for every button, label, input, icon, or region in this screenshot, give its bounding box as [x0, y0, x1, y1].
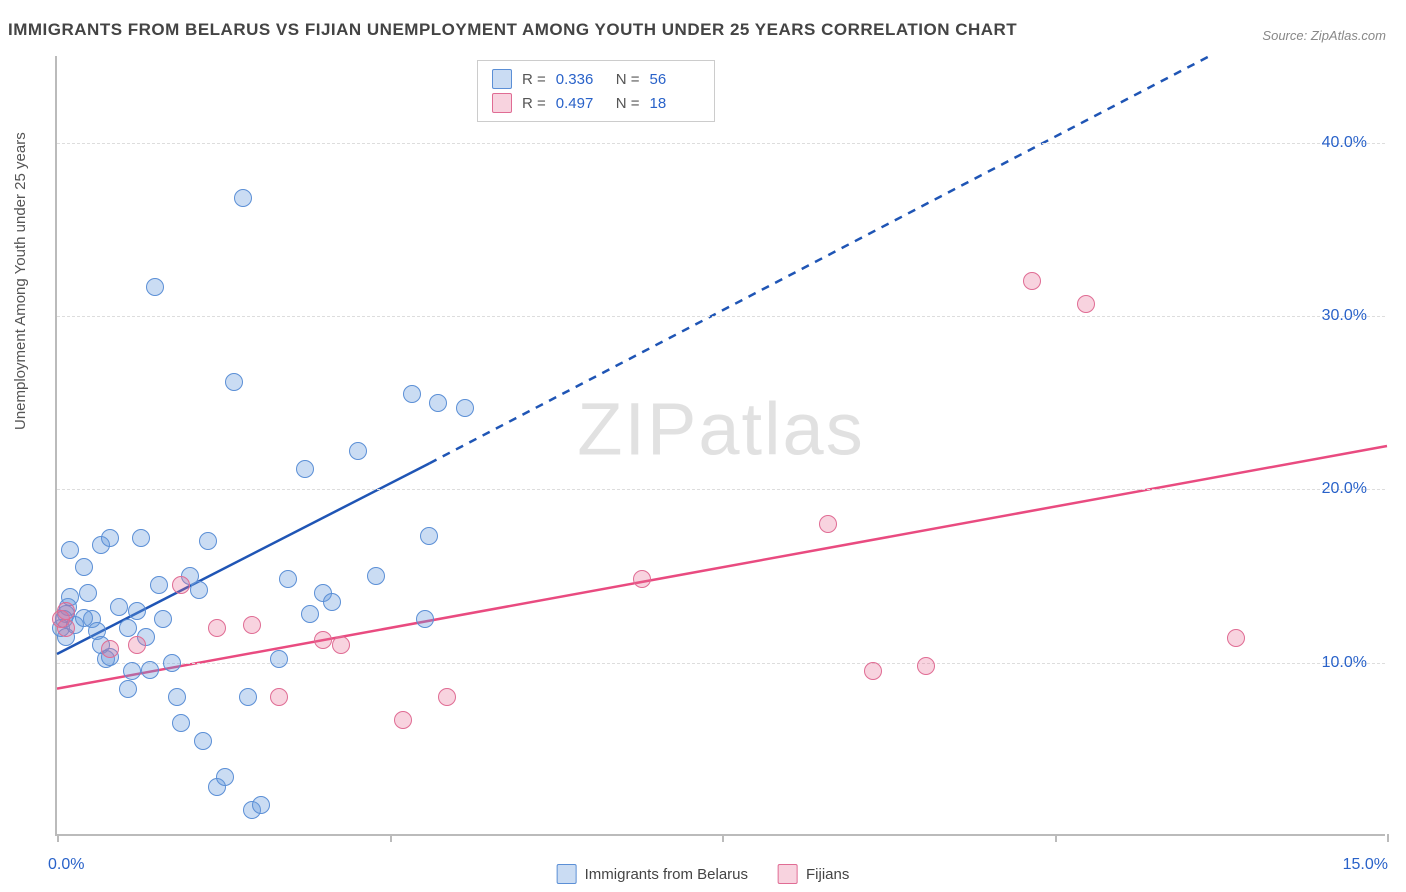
gridline-h	[57, 316, 1385, 317]
data-point	[864, 662, 882, 680]
data-point	[57, 602, 75, 620]
data-point	[101, 640, 119, 658]
plot-area: ZIPatlas R =0.336N =56R =0.497N =18 10.0…	[55, 56, 1385, 836]
data-point	[633, 570, 651, 588]
data-point	[128, 602, 146, 620]
x-tick	[390, 834, 392, 842]
data-point	[1077, 295, 1095, 313]
data-point	[332, 636, 350, 654]
data-point	[301, 605, 319, 623]
data-point	[199, 532, 217, 550]
y-tick-label: 30.0%	[1322, 307, 1367, 325]
data-point	[168, 688, 186, 706]
data-point	[146, 278, 164, 296]
data-point	[75, 609, 93, 627]
data-point	[349, 442, 367, 460]
x-tick-15: 15.0%	[1343, 856, 1388, 874]
chart-title: IMMIGRANTS FROM BELARUS VS FIJIAN UNEMPL…	[8, 20, 1017, 40]
data-point	[123, 662, 141, 680]
data-point	[141, 661, 159, 679]
data-point	[119, 680, 137, 698]
gridline-h	[57, 143, 1385, 144]
gridline-h	[57, 663, 1385, 664]
data-point	[132, 529, 150, 547]
legend-stat-row: R =0.336N =56	[492, 67, 700, 91]
data-point	[239, 688, 257, 706]
data-point	[208, 619, 226, 637]
legend-stats: R =0.336N =56R =0.497N =18	[477, 60, 715, 122]
data-point	[225, 373, 243, 391]
y-tick-label: 40.0%	[1322, 134, 1367, 152]
data-point	[216, 768, 234, 786]
data-point	[403, 385, 421, 403]
legend-item-fijians: Fijians	[778, 864, 849, 884]
swatch-fijians	[778, 864, 798, 884]
chart-container: IMMIGRANTS FROM BELARUS VS FIJIAN UNEMPL…	[0, 0, 1406, 892]
data-point	[75, 558, 93, 576]
data-point	[57, 619, 75, 637]
data-point	[323, 593, 341, 611]
data-point	[150, 576, 168, 594]
data-point	[270, 688, 288, 706]
x-tick-0: 0.0%	[48, 856, 84, 874]
data-point	[163, 654, 181, 672]
data-point	[1227, 629, 1245, 647]
data-point	[367, 567, 385, 585]
source-label: Source: ZipAtlas.com	[1262, 28, 1386, 43]
data-point	[416, 610, 434, 628]
x-tick	[1387, 834, 1389, 842]
legend-stat-row: R =0.497N =18	[492, 91, 700, 115]
gridline-h	[57, 489, 1385, 490]
data-point	[190, 581, 208, 599]
legend-series: Immigrants from Belarus Fijians	[557, 864, 850, 884]
watermark: ZIPatlas	[577, 387, 864, 472]
x-tick	[1055, 834, 1057, 842]
data-point	[438, 688, 456, 706]
data-point	[234, 189, 252, 207]
data-point	[819, 515, 837, 533]
data-point	[420, 527, 438, 545]
data-point	[243, 616, 261, 634]
data-point	[296, 460, 314, 478]
data-point	[1023, 272, 1041, 290]
data-point	[61, 541, 79, 559]
data-point	[314, 631, 332, 649]
data-point	[79, 584, 97, 602]
data-point	[456, 399, 474, 417]
y-tick-label: 20.0%	[1322, 480, 1367, 498]
data-point	[172, 576, 190, 594]
data-point	[172, 714, 190, 732]
data-point	[194, 732, 212, 750]
trend-lines	[57, 56, 1385, 834]
data-point	[279, 570, 297, 588]
data-point	[101, 529, 119, 547]
legend-item-belarus: Immigrants from Belarus	[557, 864, 748, 884]
data-point	[270, 650, 288, 668]
data-point	[429, 394, 447, 412]
x-tick	[57, 834, 59, 842]
y-tick-label: 10.0%	[1322, 654, 1367, 672]
data-point	[154, 610, 172, 628]
data-point	[917, 657, 935, 675]
data-point	[252, 796, 270, 814]
x-tick	[722, 834, 724, 842]
swatch-belarus	[557, 864, 577, 884]
y-axis-label: Unemployment Among Youth under 25 years	[12, 132, 29, 430]
data-point	[394, 711, 412, 729]
data-point	[119, 619, 137, 637]
data-point	[110, 598, 128, 616]
data-point	[128, 636, 146, 654]
